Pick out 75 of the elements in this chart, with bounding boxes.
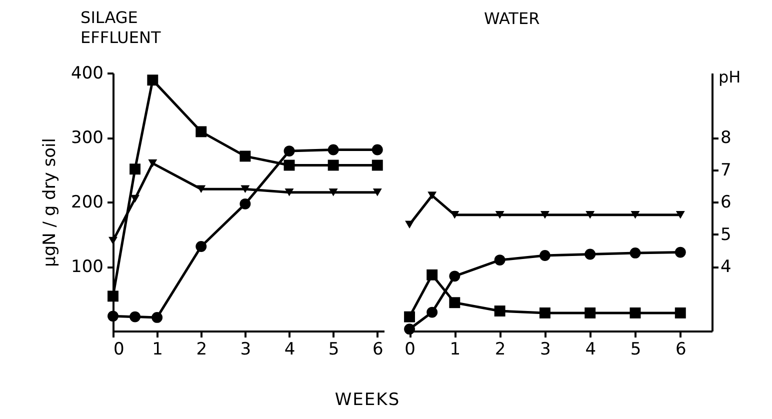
chart-title: SILAGE EFFLUENT (80, 8, 161, 47)
point (372, 160, 383, 171)
point (328, 188, 338, 196)
point (108, 236, 118, 245)
x-axis-title: WEEKS (334, 390, 402, 410)
point (196, 241, 207, 252)
point (284, 188, 294, 196)
x-tick-label: 2 (196, 340, 208, 360)
x-tick-label: 2 (494, 340, 506, 360)
point (630, 307, 641, 318)
x-tick-label: 5 (328, 340, 340, 360)
y2-axis-title: pH (718, 68, 741, 86)
point (147, 74, 158, 86)
y2-tick-label: 8 (720, 128, 732, 148)
point (586, 211, 595, 219)
point (108, 290, 118, 302)
point (539, 307, 550, 318)
point (630, 247, 641, 258)
point (240, 198, 251, 210)
point (130, 311, 141, 322)
point (449, 297, 460, 308)
point (676, 211, 685, 219)
point (196, 126, 207, 138)
point (328, 144, 339, 156)
point (584, 248, 596, 260)
y-tick-label: 200 (71, 192, 104, 212)
point (630, 211, 640, 219)
point (328, 160, 339, 171)
point (495, 211, 504, 219)
x-tick-label: 4 (284, 340, 296, 360)
point (130, 194, 140, 203)
point (284, 146, 295, 157)
x-tick-label: 6 (372, 340, 384, 360)
point (240, 150, 251, 162)
y2-tick-label: 6 (720, 192, 732, 212)
x-tick-label: 3 (540, 340, 551, 360)
point (674, 307, 686, 318)
x-tick-label: 6 (675, 340, 686, 360)
point (428, 192, 437, 200)
point (372, 188, 382, 196)
point (404, 324, 415, 335)
point (674, 246, 686, 258)
point (540, 211, 550, 219)
x-tick-label: 4 (585, 340, 596, 360)
x-tick-label: 0 (404, 340, 416, 360)
y2-tick-label: 5 (720, 224, 732, 245)
y-tick-label: 400 (71, 64, 104, 84)
y2-tick-label: 4 (720, 257, 732, 277)
point (108, 310, 118, 322)
point (372, 144, 383, 156)
chart-title: WATER (484, 9, 540, 28)
y2-tick-label: 7 (720, 160, 732, 180)
x-tick-label: 0 (114, 340, 124, 360)
point (148, 159, 158, 168)
point (284, 160, 295, 171)
point (494, 306, 506, 316)
point (196, 185, 206, 193)
point (584, 307, 596, 318)
x-tick-label: 5 (630, 340, 642, 360)
x-tick-label: 1 (450, 340, 461, 360)
point (405, 220, 414, 228)
point (152, 312, 163, 323)
y-tick-label: 300 (71, 128, 104, 148)
point (449, 270, 460, 282)
point (539, 250, 550, 261)
y-tick-label: 100 (71, 257, 104, 277)
y-axis-title: µgN / g dry soil (40, 138, 60, 268)
point (426, 269, 438, 280)
point (240, 185, 250, 193)
x-tick-label: 1 (152, 340, 163, 360)
point (130, 164, 141, 175)
point (404, 311, 415, 322)
point (494, 254, 506, 266)
point (426, 306, 438, 318)
x-tick-label: 3 (240, 340, 252, 360)
